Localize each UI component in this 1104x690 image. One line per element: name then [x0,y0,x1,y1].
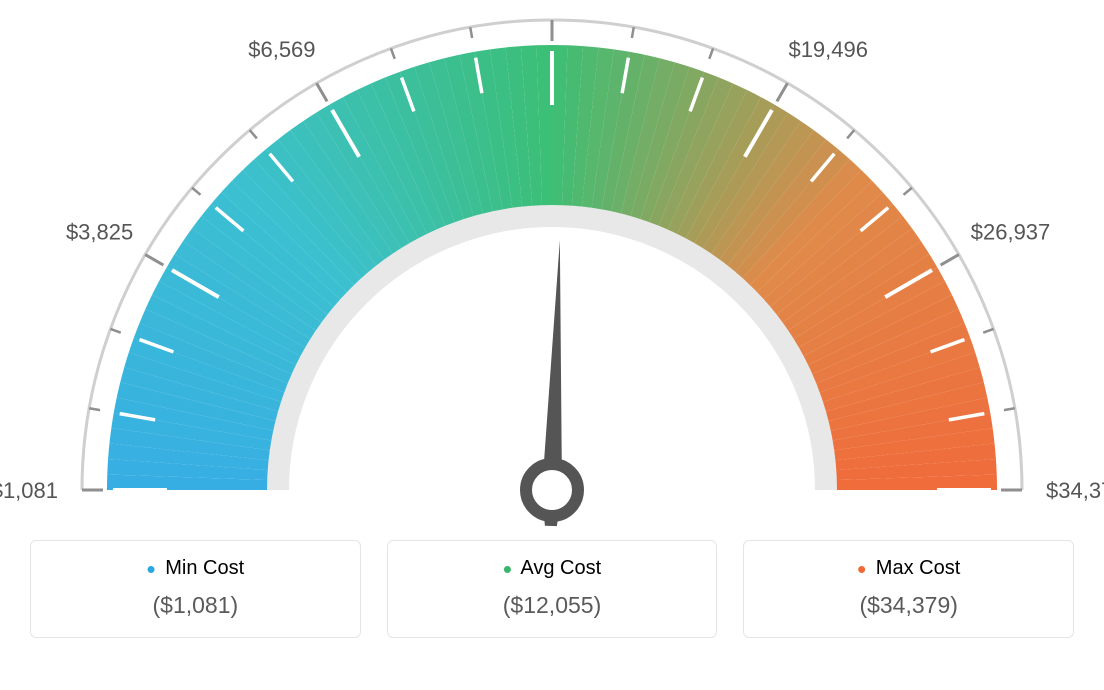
legend-title-min: • Min Cost [41,557,350,580]
legend-value-max: ($34,379) [754,592,1063,619]
gauge-chart: $1,081$3,825$6,569$12,055$19,496$26,937$… [0,0,1104,530]
gauge-hub [526,464,578,516]
dot-icon: • [147,554,156,584]
legend-value-min: ($1,081) [41,592,350,619]
legend-row: • Min Cost ($1,081) • Avg Cost ($12,055)… [0,530,1104,638]
gauge-tick-label: $6,569 [248,37,315,62]
legend-card-max: • Max Cost ($34,379) [743,540,1074,638]
gauge-tick-label: $3,825 [66,220,133,245]
legend-card-min: • Min Cost ($1,081) [30,540,361,638]
gauge-tick-label: $26,937 [971,220,1051,245]
legend-title-avg: • Avg Cost [398,557,707,580]
legend-label-min: Min Cost [165,557,244,579]
legend-card-avg: • Avg Cost ($12,055) [387,540,718,638]
legend-title-max: • Max Cost [754,557,1063,580]
dot-icon: • [503,554,512,584]
gauge-tick-label: $1,081 [0,478,58,503]
legend-label-avg: Avg Cost [520,557,601,579]
gauge-tick-label: $34,379 [1046,478,1104,503]
dot-icon: • [857,554,866,584]
gauge-tick-label: $19,496 [788,37,868,62]
legend-value-avg: ($12,055) [398,592,707,619]
gauge-svg: $1,081$3,825$6,569$12,055$19,496$26,937$… [0,0,1104,530]
legend-label-max: Max Cost [876,557,960,579]
